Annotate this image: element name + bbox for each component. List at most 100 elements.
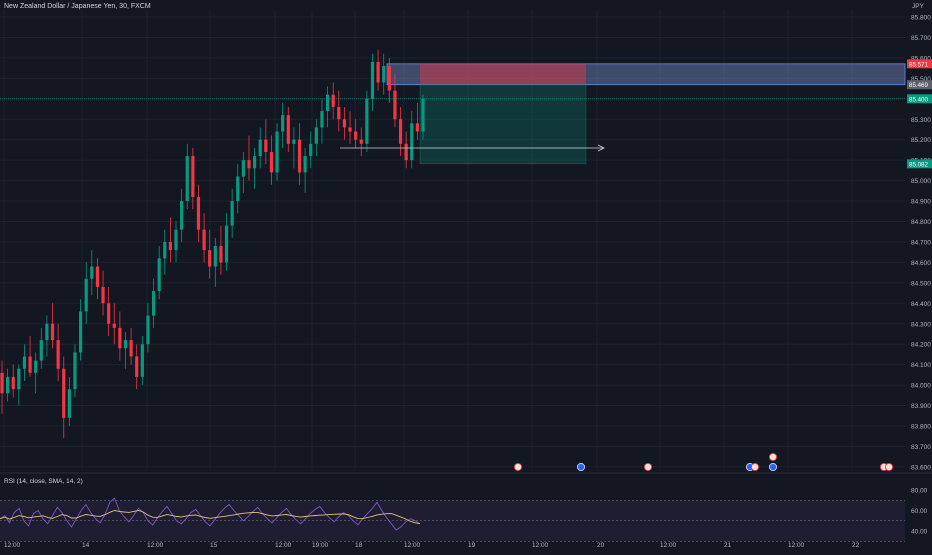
price-tick-label: 83.900 — [911, 403, 931, 410]
candle-body — [253, 156, 257, 169]
candle-body — [11, 376, 15, 390]
price-tick-label: 84.100 — [911, 362, 931, 369]
candle-body — [140, 344, 144, 377]
candle-body — [264, 139, 268, 152]
price-tick-label: 84.300 — [911, 321, 931, 328]
candle-body — [348, 127, 352, 132]
candle-body — [135, 356, 139, 377]
candle-body — [281, 115, 285, 132]
event-icon[interactable] — [768, 452, 778, 462]
rsi-tick-label: 60.00 — [911, 508, 928, 515]
rsi-line — [0, 497, 421, 531]
symbol-title[interactable]: New Zealand Dollar / Japanese Yen, 30, F… — [4, 3, 151, 10]
candle-body — [62, 368, 66, 418]
time-tick-label: 18 — [355, 542, 363, 549]
candle-body — [365, 98, 369, 144]
candle-body — [28, 356, 32, 373]
long-position-tool[interactable] — [0, 63, 906, 165]
candle-body — [180, 201, 184, 230]
candle-body — [185, 156, 189, 202]
take-profit-zone[interactable] — [419, 84, 587, 165]
event-icon[interactable] — [643, 462, 653, 472]
candle-body — [163, 241, 167, 259]
stop-loss-zone[interactable] — [420, 63, 586, 85]
candle-body — [213, 246, 217, 267]
candle-body — [123, 340, 128, 349]
candle-body — [275, 131, 279, 173]
candle-body — [90, 266, 94, 279]
candle-body — [174, 229, 178, 251]
rsi-indicator-label[interactable]: RSI (14, close, SMA, 14, 2) — [4, 478, 83, 485]
rsi-tick-label: 80.00 — [911, 488, 928, 495]
event-markers[interactable] — [513, 452, 894, 472]
candle-body — [73, 352, 77, 390]
currency-label: JPY — [912, 3, 924, 10]
price-tick-label: 83.700 — [911, 444, 931, 451]
candle-body — [168, 241, 172, 251]
price-tick-label: 83.800 — [911, 424, 931, 431]
candle-body — [50, 323, 55, 341]
time-tick-label: 15 — [210, 542, 218, 549]
candle-body — [202, 229, 206, 251]
candle-body — [337, 106, 341, 120]
price-tag — [907, 59, 932, 69]
price-tick-label: 84.600 — [911, 260, 931, 267]
candle-body — [129, 340, 133, 357]
price-tick-label: 84.700 — [911, 239, 931, 246]
price-tick-label: 85.600 — [911, 55, 931, 62]
candle-body — [95, 266, 100, 287]
flag-icon[interactable] — [576, 462, 586, 472]
candle-body — [34, 360, 38, 373]
time-tick-label: 12:00 — [404, 542, 421, 549]
rsi-sma-line — [0, 510, 421, 525]
event-icon[interactable] — [750, 462, 760, 472]
time-axis[interactable]: 12:00 14 12:00 15 12:00 19:00 18 12:00 19 12:00 20… — [4, 542, 860, 549]
candle-body — [320, 111, 324, 128]
candle-body — [370, 61, 375, 99]
candle-body — [151, 291, 156, 316]
candle-body — [387, 66, 391, 91]
candle-body — [415, 123, 419, 132]
time-tick-label: 12:00 — [532, 542, 549, 549]
candle-body — [258, 139, 262, 157]
arrow-drawing[interactable] — [340, 144, 605, 152]
candle-body — [0, 372, 4, 394]
candle-body — [107, 303, 111, 324]
time-tick-label: 12:00 — [4, 542, 21, 549]
price-tag-text: 85.469 — [909, 82, 928, 89]
price-tag-text: 85.082 — [909, 161, 928, 168]
rsi-pane — [0, 497, 905, 542]
candle-body — [421, 98, 425, 132]
highlight-band[interactable] — [386, 63, 906, 86]
candle-body — [17, 368, 21, 390]
candle-body — [303, 156, 307, 173]
candle-body — [191, 156, 195, 197]
flag-icon[interactable] — [768, 462, 778, 472]
event-icon[interactable] — [884, 462, 894, 472]
rsi-tick-label: 40.00 — [911, 529, 928, 536]
price-tag-text: 85.400 — [909, 96, 928, 103]
time-tick-label: 21 — [724, 542, 732, 549]
candle-body — [325, 94, 330, 112]
candles-group — [0, 49, 425, 439]
price-tick-label: 85.700 — [911, 35, 931, 42]
price-tag — [907, 159, 932, 169]
candle-body — [101, 286, 105, 304]
price-tag — [907, 80, 932, 90]
candle-body — [382, 66, 386, 83]
candle-body — [359, 139, 363, 144]
candle-body — [236, 176, 240, 202]
candle-body — [398, 119, 403, 144]
candle-body — [404, 143, 408, 161]
event-icon[interactable] — [513, 462, 523, 472]
candle-body — [146, 315, 150, 345]
candle-body — [56, 340, 60, 369]
candle-body — [410, 123, 414, 161]
time-tick-label: 19:00 — [312, 542, 329, 549]
candle-body — [354, 131, 358, 140]
time-tick-label: 19 — [468, 542, 476, 549]
price-tick-label: 84.400 — [911, 301, 931, 308]
price-tick-label: 85.800 — [911, 15, 931, 22]
